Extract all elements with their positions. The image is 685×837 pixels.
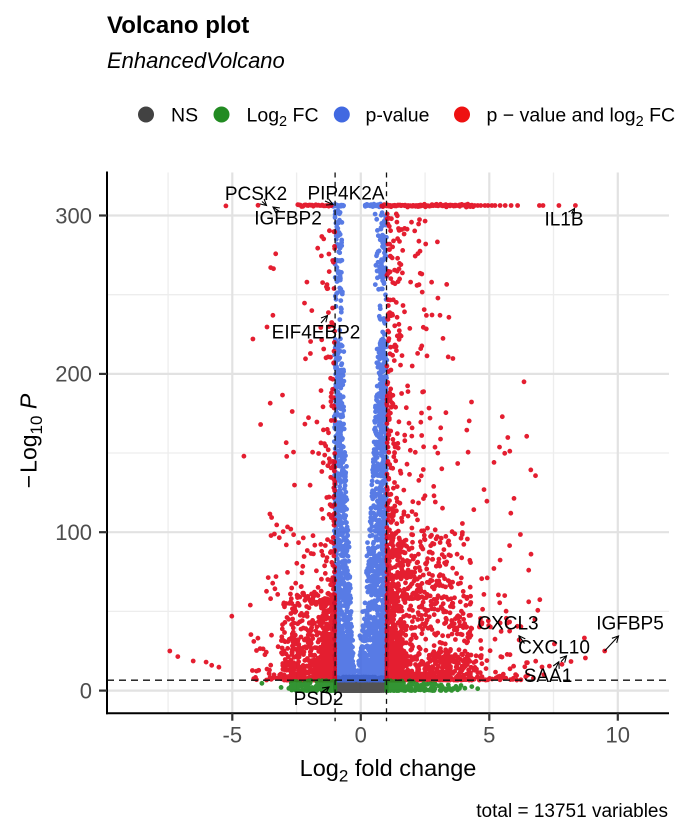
svg-text:NS: NS	[171, 105, 198, 127]
svg-text:IL1B: IL1B	[544, 210, 583, 231]
svg-text:PIP4K2A: PIP4K2A	[307, 184, 384, 205]
svg-text:EnhancedVolcano: EnhancedVolcano	[107, 48, 285, 73]
svg-text:IGFBP5: IGFBP5	[596, 614, 664, 635]
svg-text:200: 200	[55, 362, 92, 387]
svg-text:Volcano plot: Volcano plot	[107, 12, 249, 39]
svg-text:10: 10	[606, 723, 630, 748]
svg-text:CXCL10: CXCL10	[518, 638, 590, 659]
svg-text:− Log10 P: − Log10 P	[16, 393, 47, 488]
svg-text:p-value: p-value	[366, 105, 430, 127]
svg-text:PSD2: PSD2	[294, 689, 344, 710]
svg-text:300: 300	[55, 203, 92, 228]
svg-text:SAA1: SAA1	[524, 666, 573, 687]
svg-text:p − value and log2 FC: p − value and log2 FC	[487, 105, 676, 131]
svg-text:5: 5	[483, 723, 495, 748]
svg-text:EIF4EBP2: EIF4EBP2	[272, 323, 361, 344]
svg-text:0: 0	[80, 678, 92, 703]
svg-text:total = 13751 variables: total = 13751 variables	[476, 801, 668, 822]
svg-text:100: 100	[55, 520, 92, 545]
svg-text:0: 0	[355, 723, 367, 748]
svg-text:CXCL3: CXCL3	[477, 614, 538, 635]
svg-text:IGFBP2: IGFBP2	[254, 209, 322, 230]
svg-text:-5: -5	[223, 723, 243, 748]
svg-text:Log2 fold change: Log2 fold change	[300, 755, 477, 786]
svg-text:PCSK2: PCSK2	[225, 184, 287, 205]
